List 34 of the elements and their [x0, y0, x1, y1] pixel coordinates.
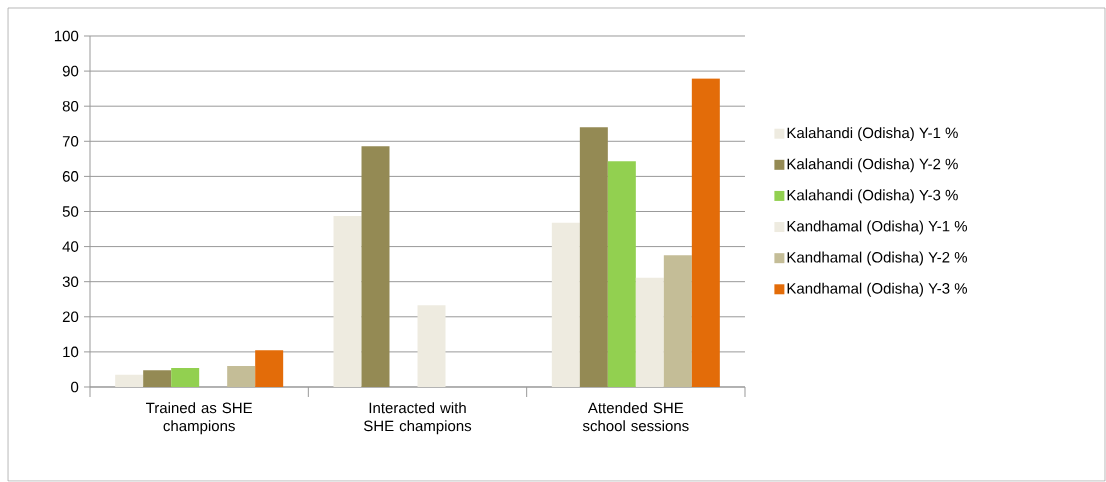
bar — [579, 127, 608, 387]
y-tick-label: 20 — [62, 311, 79, 323]
bar — [171, 368, 200, 387]
bar — [333, 216, 362, 387]
y-tick-label: 10 — [63, 346, 79, 358]
legend-label: Kalahandi (Odisha) Y-3 % — [787, 189, 958, 204]
y-tick-label: 30 — [62, 276, 79, 287]
bar — [551, 222, 580, 387]
y-tick-label: 60 — [62, 171, 79, 182]
legend-label: Kalahandi (Odisha) Y-2 % — [787, 158, 958, 173]
legend-label: Kalahandi (Odisha) Y-1 % — [787, 127, 958, 142]
bar — [115, 374, 144, 387]
bar — [417, 305, 446, 387]
legend-label: Kandhamal (Odisha) Y-1 % — [787, 220, 968, 235]
bar — [635, 277, 664, 387]
bar — [361, 146, 390, 387]
y-tick-label: 70 — [62, 135, 79, 147]
bar — [663, 255, 692, 387]
legend-label: Kandhamal (Odisha) Y-2 % — [787, 251, 968, 266]
y-tick-label: 80 — [62, 100, 79, 112]
bar — [255, 350, 284, 387]
bar — [227, 365, 256, 387]
legend-label: Kandhamal (Odisha) Y-3 % — [787, 282, 968, 297]
bar — [691, 78, 720, 387]
bar — [143, 370, 172, 387]
x-tick-label: Trained as SHE champions — [146, 402, 253, 435]
y-tick-label: 40 — [62, 241, 79, 252]
x-tick-label: Attended SHE school sessions — [582, 402, 689, 432]
bar — [607, 161, 636, 387]
y-tick-label: 90 — [62, 65, 79, 77]
y-tick-label: 100 — [54, 30, 79, 42]
y-tick-label: 50 — [62, 206, 79, 217]
x-tick-label: Interacted with SHE champions — [363, 402, 472, 435]
y-tick-label: 0 — [71, 381, 79, 393]
